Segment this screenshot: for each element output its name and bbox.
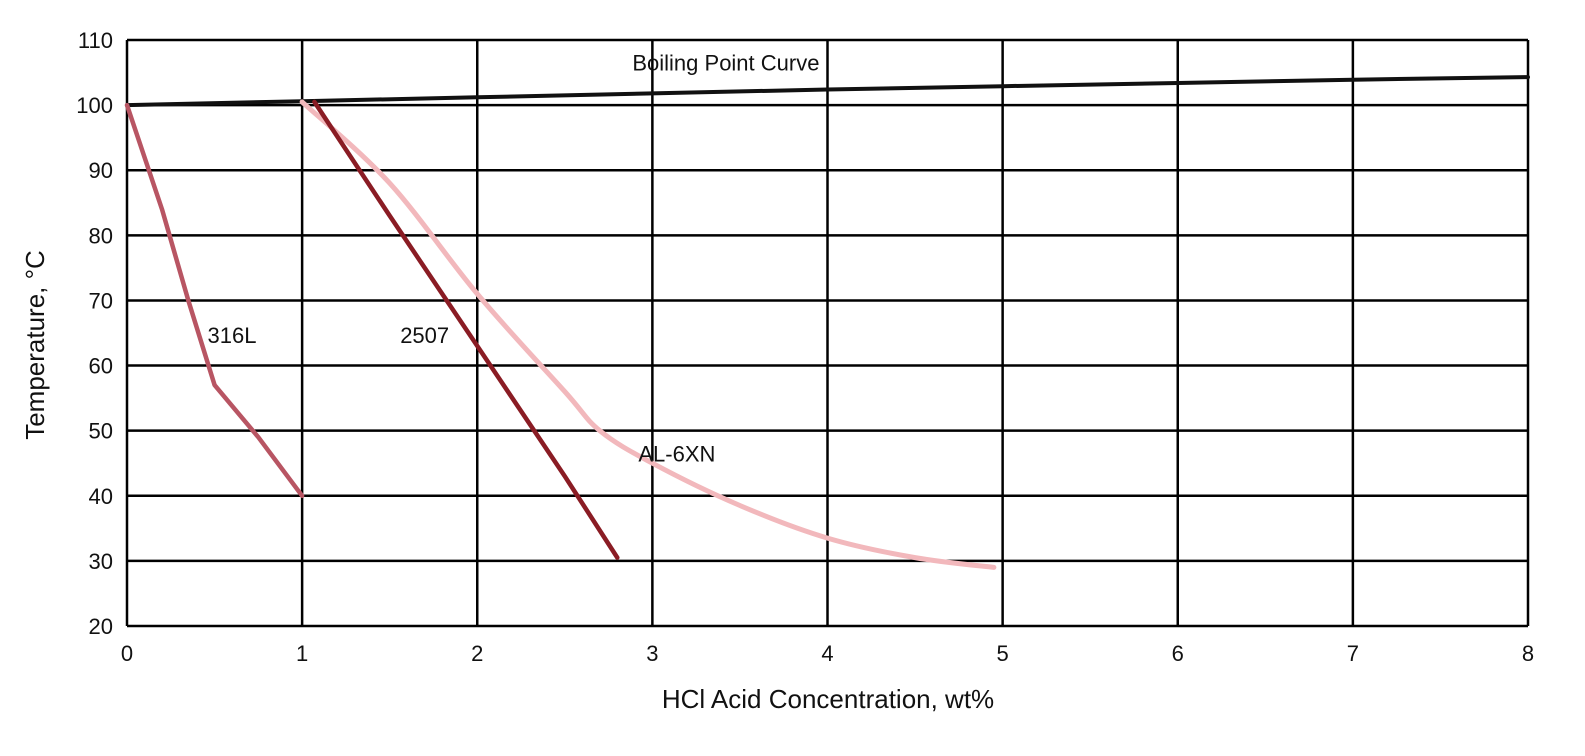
series-label-al-6xn: AL-6XN bbox=[638, 441, 715, 466]
x-tick-label: 4 bbox=[821, 641, 833, 666]
y-tick-label: 110 bbox=[78, 28, 113, 53]
y-tick-label: 60 bbox=[89, 354, 113, 379]
y-tick-label: 20 bbox=[89, 614, 113, 639]
tick-labels: 0 1 2 3 4 5 6 7 8 20 30 40 50 60 70 80 90 100 110 bbox=[76, 28, 1534, 666]
x-tick-label: 0 bbox=[121, 641, 133, 666]
series-line-316l bbox=[124, 102, 305, 499]
series-line-2507 bbox=[312, 99, 620, 560]
y-tick-label: 30 bbox=[89, 549, 113, 574]
y-axis-title: Temperature, °C bbox=[20, 250, 50, 440]
grid bbox=[125, 38, 1530, 628]
x-tick-label: 6 bbox=[1172, 641, 1184, 666]
x-tick-label: 5 bbox=[997, 641, 1009, 666]
y-tick-label: 80 bbox=[89, 223, 113, 248]
x-tick-label: 7 bbox=[1347, 641, 1359, 666]
y-tick-label: 100 bbox=[76, 93, 113, 118]
x-tick-label: 3 bbox=[646, 641, 658, 666]
x-tick-label: 2 bbox=[471, 641, 483, 666]
x-tick-label: 8 bbox=[1522, 641, 1534, 666]
series-lines bbox=[124, 75, 1530, 570]
x-tick-label: 1 bbox=[296, 641, 308, 666]
series-line-boiling-point-curve bbox=[125, 75, 1530, 108]
x-axis-title: HCl Acid Concentration, wt% bbox=[662, 684, 994, 714]
series-line-al-6xn bbox=[299, 99, 997, 570]
y-tick-label: 50 bbox=[89, 419, 113, 444]
series-label-boiling-point-curve: Boiling Point Curve bbox=[632, 51, 819, 76]
series-labels: Boiling Point Curve 316L 2507 AL-6XN bbox=[208, 51, 820, 467]
y-tick-label: 70 bbox=[89, 288, 113, 313]
series-label-316l: 316L bbox=[208, 323, 257, 348]
y-tick-label: 90 bbox=[89, 158, 113, 183]
y-tick-label: 40 bbox=[89, 484, 113, 509]
series-label-2507: 2507 bbox=[400, 323, 449, 348]
